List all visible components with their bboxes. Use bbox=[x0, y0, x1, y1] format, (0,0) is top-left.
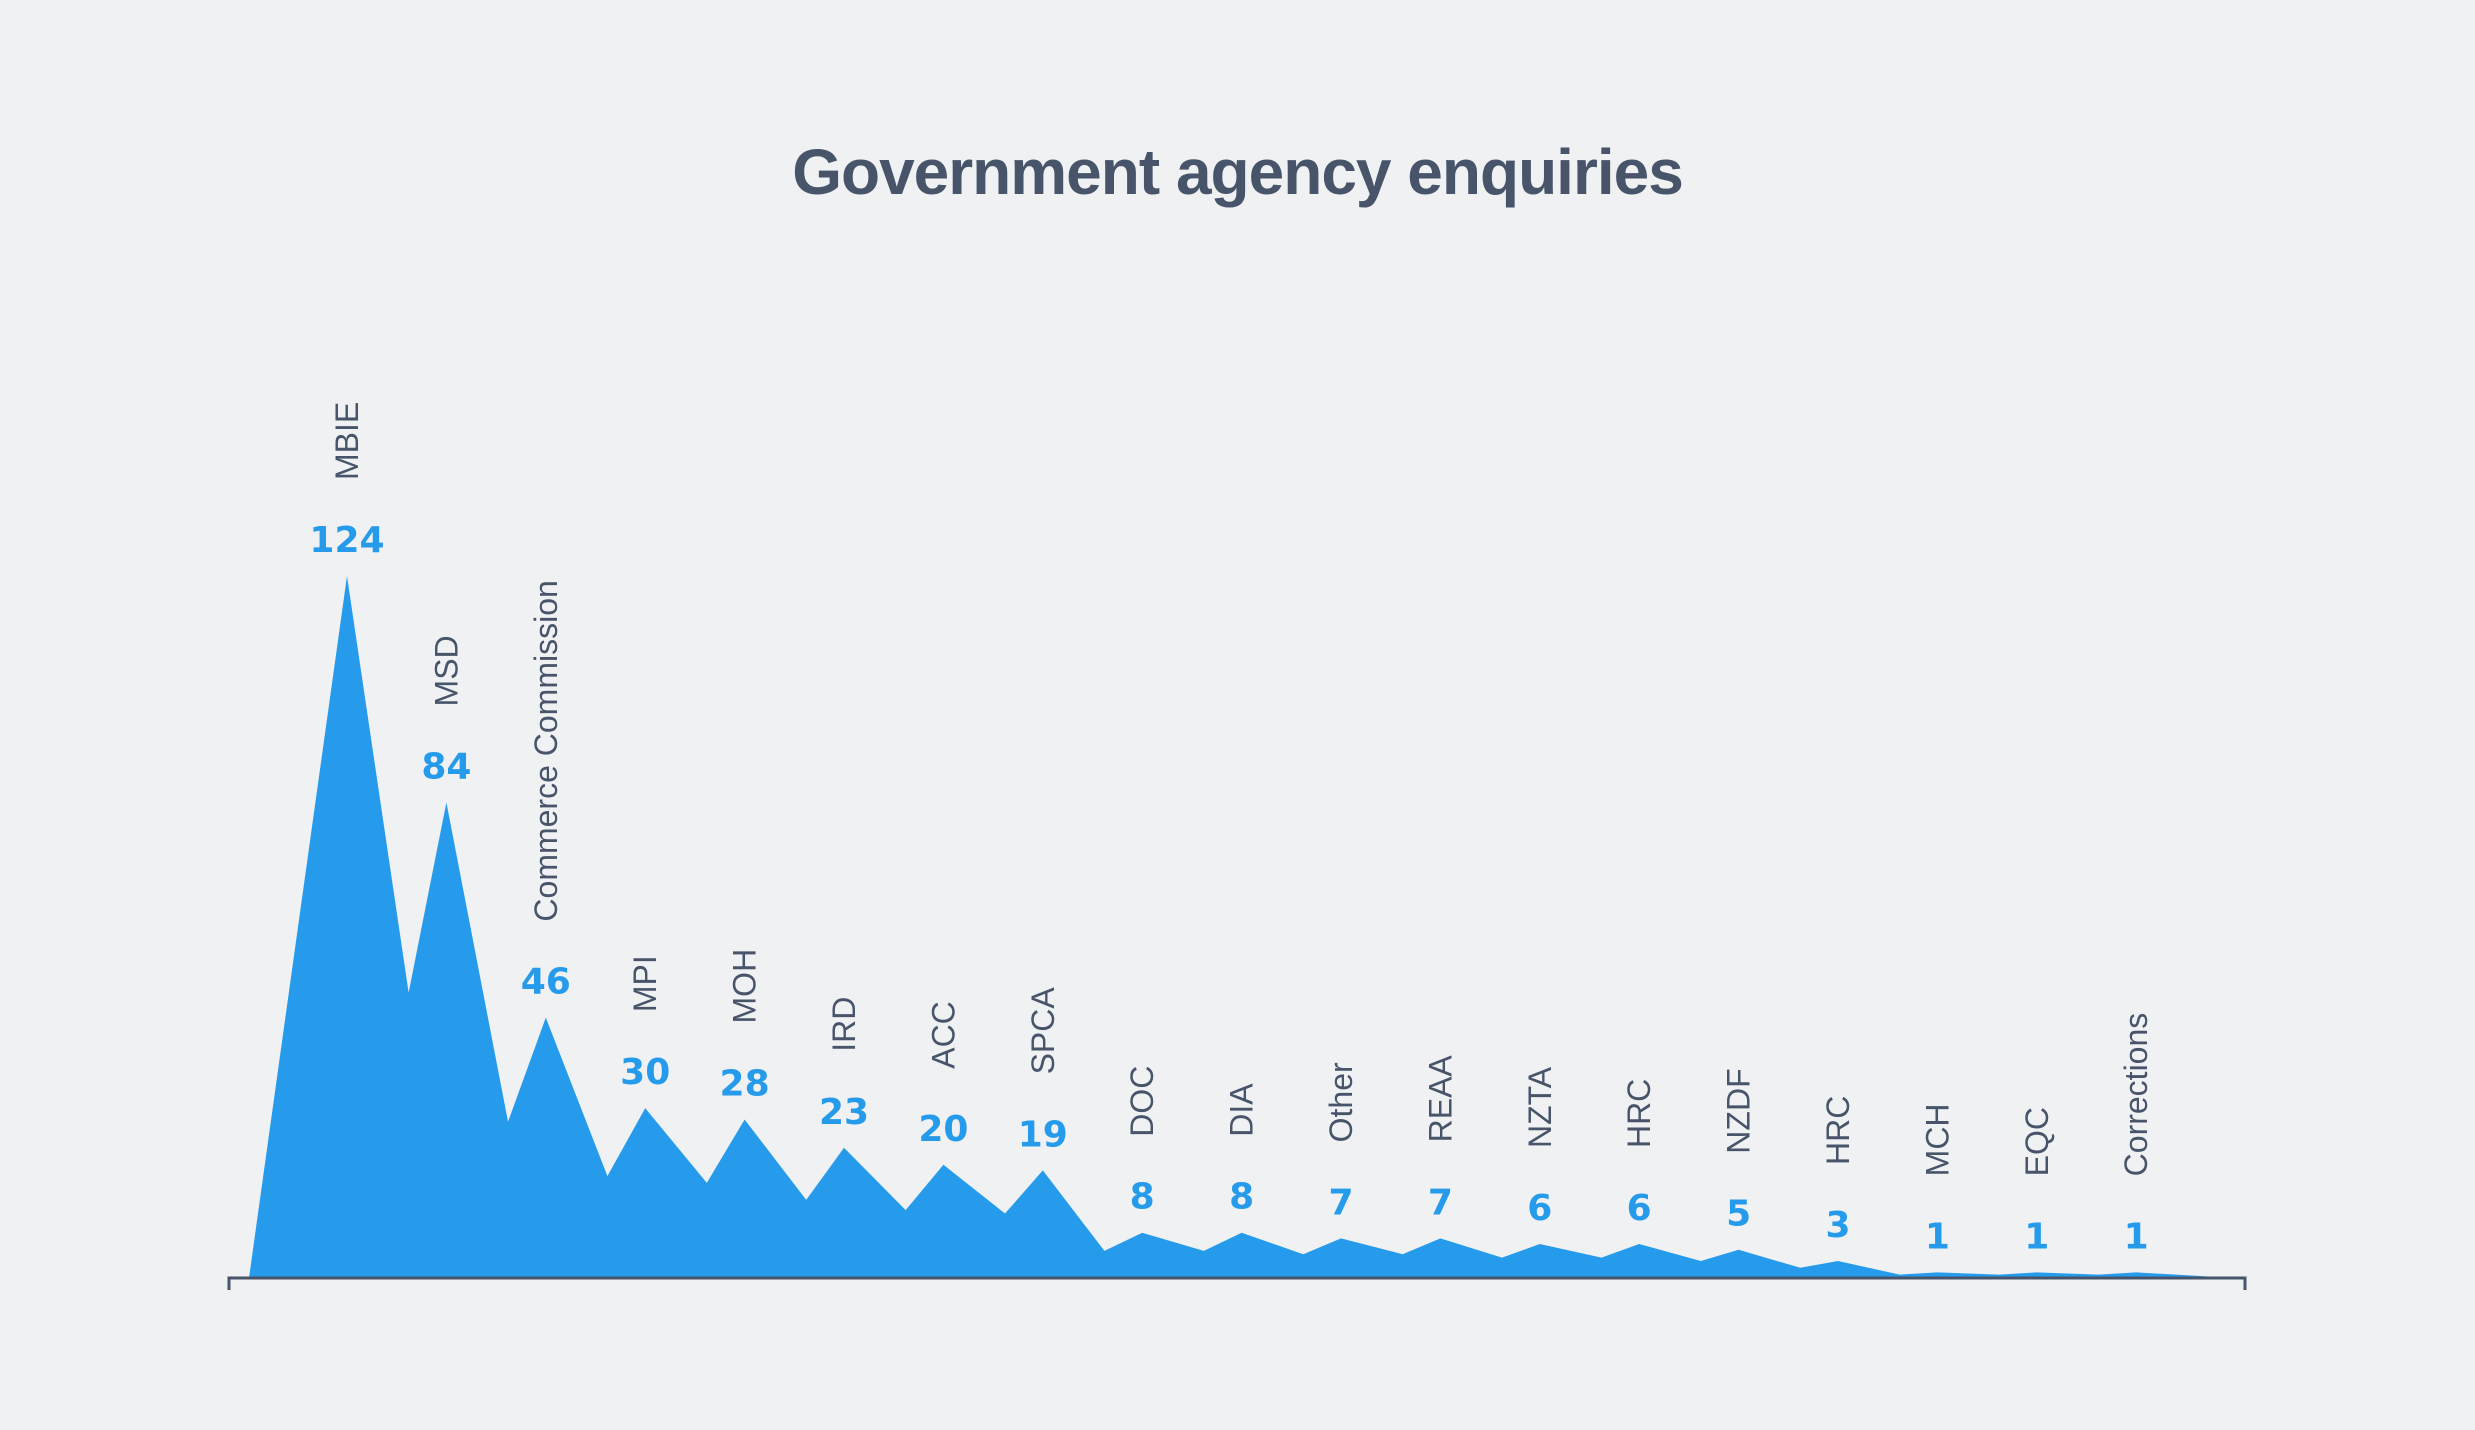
category-label: HRC bbox=[1820, 1096, 1856, 1165]
data-label: 6 bbox=[1627, 1188, 1652, 1229]
category-label: REAA bbox=[1422, 1055, 1458, 1143]
data-label: 1 bbox=[2124, 1216, 2149, 1257]
data-label: 30 bbox=[620, 1052, 670, 1093]
data-label: 20 bbox=[918, 1109, 968, 1150]
chart-title: Government agency enquiries bbox=[792, 136, 1684, 208]
data-label: 5 bbox=[1726, 1194, 1751, 1235]
data-label: 3 bbox=[1825, 1205, 1850, 1246]
data-label: 23 bbox=[819, 1092, 869, 1133]
category-label: NZDF bbox=[1721, 1068, 1757, 1153]
data-label: 84 bbox=[421, 746, 471, 787]
category-label: MCH bbox=[1919, 1103, 1955, 1176]
x-axis-line bbox=[227, 1276, 2247, 1290]
category-label: Other bbox=[1323, 1062, 1359, 1142]
data-label: 124 bbox=[309, 520, 384, 561]
data-label: 46 bbox=[521, 962, 571, 1003]
category-label: EQC bbox=[2019, 1107, 2055, 1176]
data-label: 19 bbox=[1018, 1114, 1068, 1155]
category-label: MOH bbox=[727, 949, 763, 1024]
data-label: 7 bbox=[1428, 1182, 1453, 1223]
category-label: MBIE bbox=[329, 402, 365, 480]
data-label: 1 bbox=[1925, 1216, 1950, 1257]
category-label: Corrections bbox=[2118, 1013, 2154, 1177]
category-label: DOC bbox=[1124, 1066, 1160, 1137]
data-label: 28 bbox=[720, 1063, 770, 1104]
category-label: HRC bbox=[1621, 1079, 1657, 1148]
category-label: IRD bbox=[826, 997, 862, 1052]
area-series bbox=[249, 576, 2235, 1278]
category-label: NZTA bbox=[1522, 1066, 1558, 1148]
category-label: MSD bbox=[428, 635, 464, 706]
data-label: 8 bbox=[1130, 1177, 1155, 1218]
data-label: 7 bbox=[1328, 1182, 1353, 1223]
data-label: 1 bbox=[2024, 1216, 2049, 1257]
category-label: MPI bbox=[627, 955, 663, 1012]
category-label: DIA bbox=[1224, 1083, 1260, 1137]
category-label: Commerce Commission bbox=[528, 580, 564, 921]
data-label: 8 bbox=[1229, 1177, 1254, 1218]
data-label: 6 bbox=[1527, 1188, 1552, 1229]
category-label: SPCA bbox=[1025, 987, 1061, 1075]
category-label: ACC bbox=[925, 1001, 961, 1069]
